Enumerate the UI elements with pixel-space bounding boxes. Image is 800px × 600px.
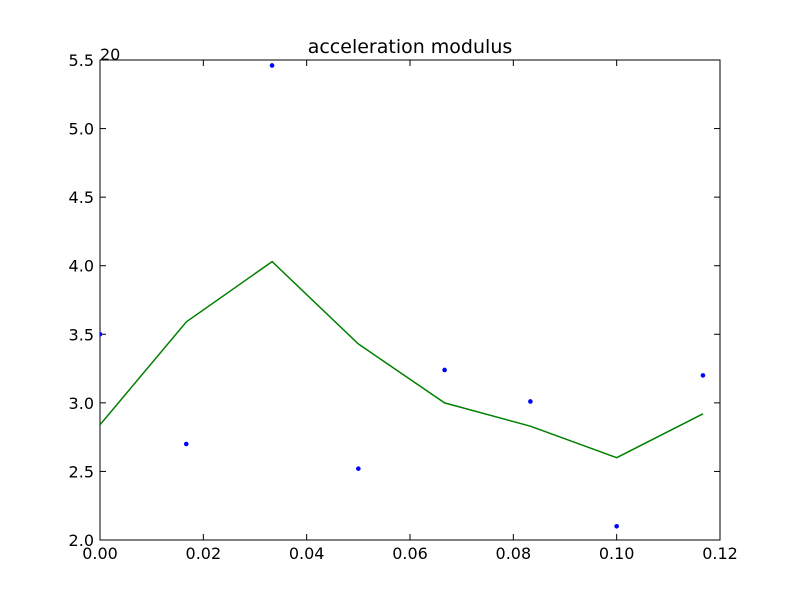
y-tick-label: 4.0: [69, 257, 94, 276]
series-line: [100, 260, 704, 459]
y-tick-label: 3.5: [69, 325, 94, 344]
plot-area: [99, 59, 721, 541]
y-tick-label: 5.0: [69, 120, 94, 139]
y-tick-label: 2.5: [69, 462, 94, 481]
y-tick-label: 5.5: [69, 51, 94, 70]
data-point: [528, 399, 533, 404]
data-point: [100, 331, 103, 337]
x-tick-label: 0.12: [702, 544, 738, 563]
data-point: [269, 63, 275, 68]
y-axis-offset-text: 20: [100, 45, 120, 64]
x-axis: 0.00 0.02 0.04 0.06 0.08 0.10 0.12: [82, 60, 738, 563]
x-tick-label: 0.04: [289, 544, 325, 563]
x-tick-label: 0.06: [392, 544, 428, 563]
x-tick-label: 0.08: [496, 544, 532, 563]
data-point: [183, 441, 189, 447]
x-tick-label: 0.02: [186, 544, 222, 563]
chart-title: acceleration modulus: [308, 36, 513, 58]
x-tick-label: 0.10: [599, 544, 635, 563]
y-tick-label: 3.0: [69, 394, 94, 413]
y-axis: 2.0 2.5 3.0 3.5 4.0 4.5 5.0 5.5: [69, 51, 720, 550]
data-point: [356, 466, 361, 471]
series-layer: [100, 63, 706, 529]
y-tick-label: 2.0: [69, 531, 94, 550]
x-tick-label: 0.00: [82, 544, 118, 563]
data-point: [442, 367, 447, 373]
data-point: [614, 523, 619, 529]
data-point: [700, 373, 706, 378]
y-tick-label: 4.5: [69, 188, 94, 207]
